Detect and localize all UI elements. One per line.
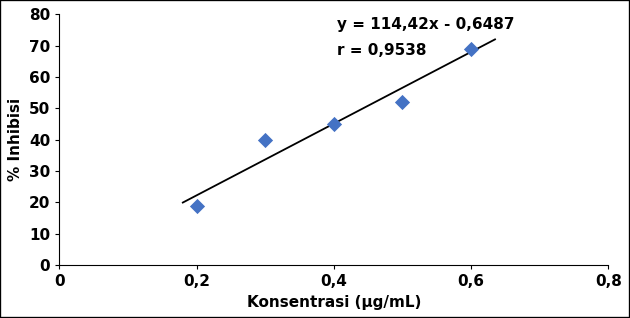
Point bbox=[329, 121, 339, 127]
Y-axis label: % Inhibisi: % Inhibisi bbox=[8, 98, 23, 181]
Point bbox=[260, 137, 270, 142]
X-axis label: Konsentrasi (μg/mL): Konsentrasi (μg/mL) bbox=[246, 295, 421, 310]
Text: y = 114,42x - 0,6487: y = 114,42x - 0,6487 bbox=[337, 17, 515, 32]
Text: r = 0,9538: r = 0,9538 bbox=[337, 43, 427, 58]
Point bbox=[192, 203, 202, 208]
Point bbox=[398, 100, 408, 105]
Point bbox=[466, 46, 476, 51]
